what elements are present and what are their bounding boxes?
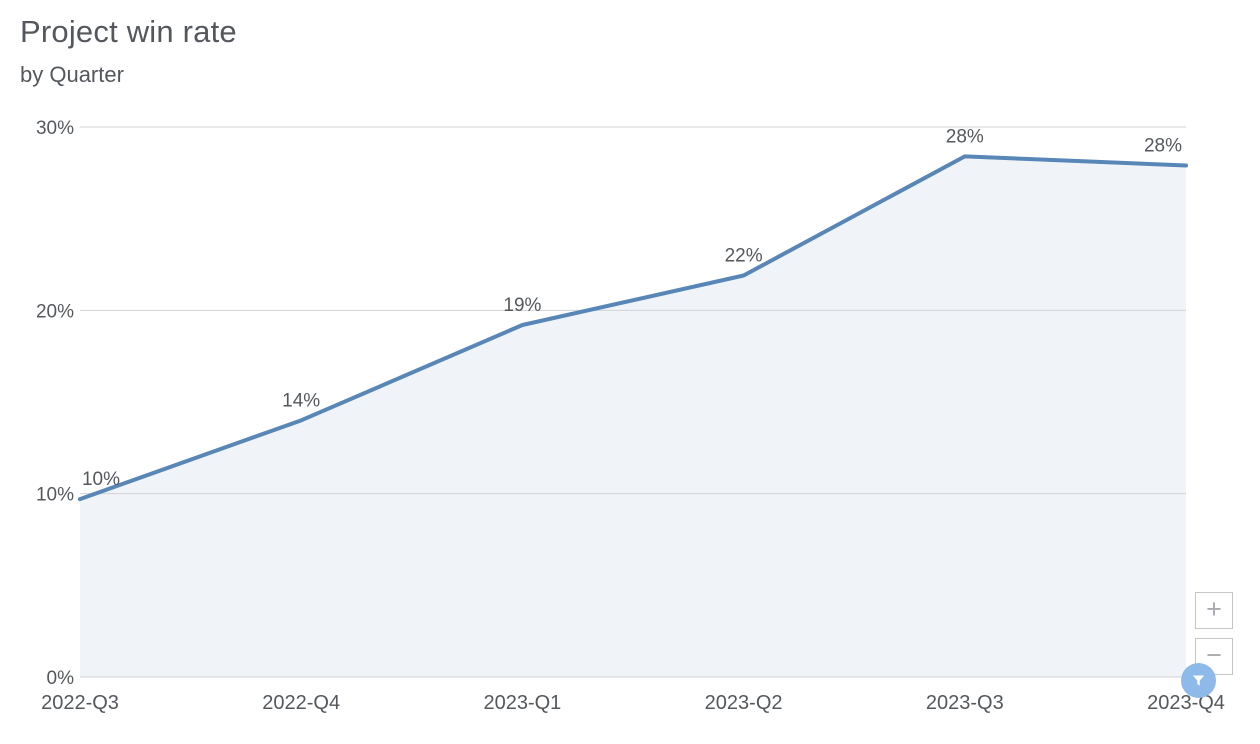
data-labels: 10% 14% 19% 22% 28% 28% — [82, 126, 1182, 490]
data-label: 10% — [82, 469, 120, 490]
x-tick-label: 2023-Q2 — [705, 692, 783, 714]
data-label: 22% — [725, 246, 763, 267]
x-tick-label: 2023-Q4 — [1147, 692, 1225, 714]
filter-button[interactable] — [1181, 663, 1216, 698]
area-fill — [80, 156, 1186, 678]
y-axis-labels: 0% 10% 20% 30% — [36, 118, 74, 689]
y-tick-label: 20% — [36, 301, 74, 322]
funnel-icon — [1192, 675, 1205, 686]
chart-title: Project win rate — [20, 14, 237, 49]
x-tick-label: 2023-Q1 — [483, 692, 561, 714]
y-tick-label: 10% — [36, 485, 74, 506]
trend-line — [78, 154, 1188, 502]
data-label: 14% — [282, 390, 320, 411]
plus-icon: + — [1206, 594, 1222, 624]
x-tick-label: 2023-Q3 — [926, 692, 1004, 714]
data-label: 28% — [1144, 136, 1182, 157]
zoom-in-button[interactable]: + — [1195, 592, 1233, 629]
x-tick-label: 2022-Q4 — [262, 692, 340, 714]
x-axis-labels: 2022-Q3 2022-Q4 2023-Q1 2023-Q2 2023-Q3 2023-… — [41, 692, 1225, 714]
minus-icon: − — [1206, 640, 1222, 670]
grid-lines — [80, 126, 1186, 678]
chart-subtitle: by Quarter — [20, 62, 124, 87]
y-tick-label: 0% — [47, 668, 75, 689]
y-tick-label: 30% — [36, 118, 74, 139]
data-label: 28% — [946, 126, 984, 147]
x-tick-label: 2022-Q3 — [41, 692, 119, 714]
data-label: 19% — [503, 295, 541, 316]
